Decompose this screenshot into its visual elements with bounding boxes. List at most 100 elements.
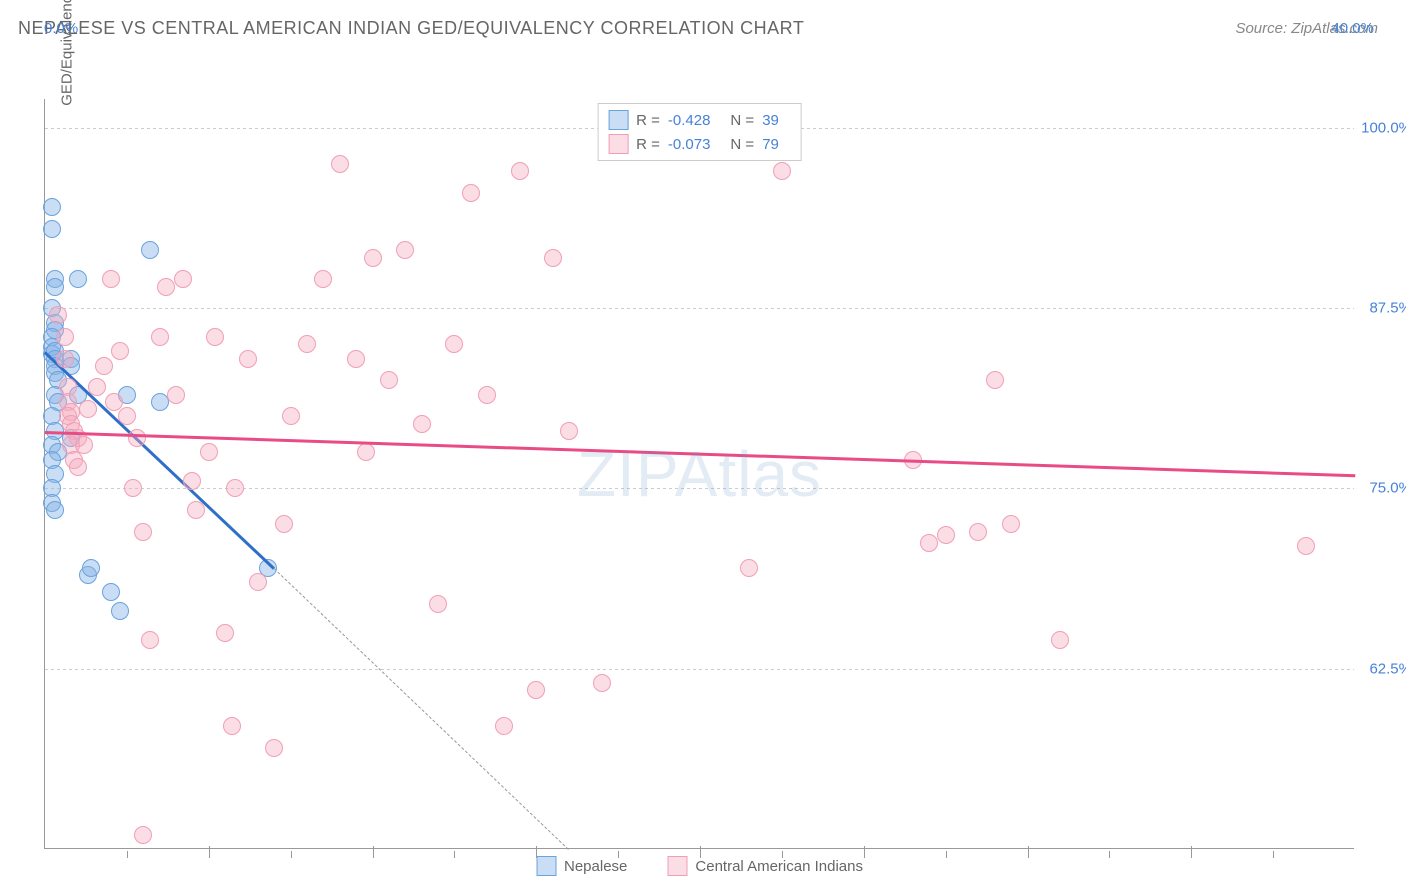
series-legend: NepaleseCentral American Indians bbox=[536, 856, 863, 876]
data-point bbox=[124, 479, 142, 497]
data-point bbox=[511, 162, 529, 180]
data-point bbox=[43, 198, 61, 216]
data-point bbox=[151, 328, 169, 346]
x-tick bbox=[454, 851, 455, 858]
data-point bbox=[560, 422, 578, 440]
data-point bbox=[151, 393, 169, 411]
data-point bbox=[462, 184, 480, 202]
x-tick bbox=[1028, 846, 1029, 858]
legend-r-label: R = bbox=[636, 136, 660, 153]
data-point bbox=[102, 583, 120, 601]
data-point bbox=[265, 739, 283, 757]
data-point bbox=[380, 371, 398, 389]
legend-r-label: R = bbox=[636, 112, 660, 129]
data-point bbox=[239, 350, 257, 368]
gridline bbox=[45, 308, 1354, 309]
data-point bbox=[105, 393, 123, 411]
trend-line bbox=[274, 568, 569, 850]
data-point bbox=[69, 270, 87, 288]
data-point bbox=[157, 278, 175, 296]
data-point bbox=[200, 443, 218, 461]
x-tick bbox=[864, 846, 865, 858]
legend-item: Central American Indians bbox=[667, 856, 863, 876]
data-point bbox=[174, 270, 192, 288]
chart-title: NEPALESE VS CENTRAL AMERICAN INDIAN GED/… bbox=[18, 18, 804, 39]
data-point bbox=[75, 436, 93, 454]
data-point bbox=[46, 278, 64, 296]
data-point bbox=[134, 826, 152, 844]
y-axis-label: GED/Equivalency bbox=[58, 0, 75, 106]
data-point bbox=[134, 523, 152, 541]
y-tick-label: 75.0% bbox=[1369, 480, 1406, 497]
x-tick bbox=[1273, 851, 1274, 858]
data-point bbox=[82, 559, 100, 577]
data-point bbox=[314, 270, 332, 288]
watermark: ZIPAtlas bbox=[577, 437, 822, 511]
data-point bbox=[969, 523, 987, 541]
data-point bbox=[1297, 537, 1315, 555]
data-point bbox=[102, 270, 120, 288]
data-point bbox=[111, 602, 129, 620]
data-point bbox=[56, 328, 74, 346]
data-point bbox=[226, 479, 244, 497]
x-tick bbox=[209, 846, 210, 858]
data-point bbox=[49, 306, 67, 324]
legend-swatch bbox=[536, 856, 556, 876]
x-tick bbox=[782, 851, 783, 858]
data-point bbox=[141, 631, 159, 649]
legend-n-value: 79 bbox=[762, 136, 779, 153]
data-point bbox=[331, 155, 349, 173]
x-tick bbox=[700, 846, 701, 858]
legend-row: R = -0.073 N = 79 bbox=[608, 132, 791, 156]
legend-row: R = -0.428 N = 39 bbox=[608, 108, 791, 132]
y-tick-label: 87.5% bbox=[1369, 300, 1406, 317]
data-point bbox=[128, 429, 146, 447]
legend-n-value: 39 bbox=[762, 112, 779, 129]
legend-n-label: N = bbox=[730, 136, 754, 153]
data-point bbox=[187, 501, 205, 519]
x-tick bbox=[1109, 851, 1110, 858]
legend-r-value: -0.073 bbox=[668, 136, 711, 153]
legend-swatch bbox=[608, 110, 628, 130]
data-point bbox=[445, 335, 463, 353]
data-point bbox=[478, 386, 496, 404]
data-point bbox=[167, 386, 185, 404]
x-axis-min-label: 0.0% bbox=[44, 20, 78, 37]
data-point bbox=[357, 443, 375, 461]
data-point bbox=[593, 674, 611, 692]
data-point bbox=[69, 458, 87, 476]
data-point bbox=[223, 717, 241, 735]
data-point bbox=[396, 241, 414, 259]
x-tick bbox=[1191, 846, 1192, 858]
x-tick bbox=[373, 846, 374, 858]
y-tick-label: 100.0% bbox=[1361, 119, 1406, 136]
correlation-legend: R = -0.428 N = 39 R = -0.073 N = 79 bbox=[597, 103, 802, 161]
x-tick bbox=[946, 851, 947, 858]
data-point bbox=[56, 350, 74, 368]
y-tick-label: 62.5% bbox=[1369, 660, 1406, 677]
data-point bbox=[111, 342, 129, 360]
data-point bbox=[1051, 631, 1069, 649]
legend-swatch bbox=[608, 134, 628, 154]
legend-n-label: N = bbox=[730, 112, 754, 129]
data-point bbox=[216, 624, 234, 642]
legend-r-value: -0.428 bbox=[668, 112, 711, 129]
data-point bbox=[141, 241, 159, 259]
gridline bbox=[45, 669, 1354, 670]
data-point bbox=[740, 559, 758, 577]
data-point bbox=[429, 595, 447, 613]
data-point bbox=[79, 400, 97, 418]
data-point bbox=[282, 407, 300, 425]
trend-line bbox=[45, 431, 1355, 477]
data-point bbox=[413, 415, 431, 433]
data-point bbox=[88, 378, 106, 396]
data-point bbox=[773, 162, 791, 180]
data-point bbox=[275, 515, 293, 533]
header: NEPALESE VS CENTRAL AMERICAN INDIAN GED/… bbox=[0, 0, 1406, 47]
x-axis-max-label: 40.0% bbox=[1331, 20, 1374, 37]
x-tick bbox=[536, 846, 537, 858]
data-point bbox=[95, 357, 113, 375]
plot-area: ZIPAtlas R = -0.428 N = 39 R = -0.073 N = 7… bbox=[44, 99, 1354, 849]
data-point bbox=[118, 407, 136, 425]
data-point bbox=[920, 534, 938, 552]
